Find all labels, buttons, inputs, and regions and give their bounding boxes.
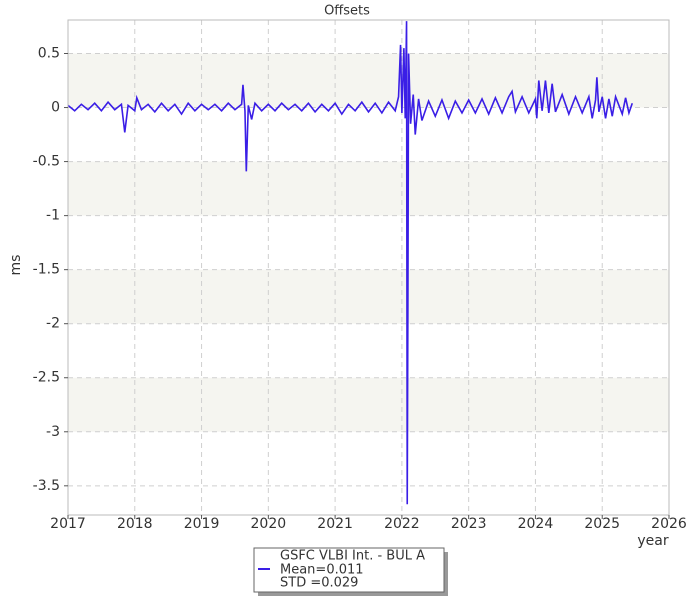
y-tick-label: -2 (46, 316, 60, 332)
band (68, 269, 669, 324)
x-tick-label: 2023 (451, 516, 487, 532)
legend-stat: STD =0.029 (280, 576, 358, 591)
x-tick-label: 2021 (317, 516, 353, 532)
x-tick-label: 2019 (184, 516, 220, 532)
band (68, 377, 669, 432)
y-tick-label: 0 (51, 100, 60, 116)
y-tick-label: -2.5 (33, 370, 60, 386)
plot-frame (67, 19, 670, 516)
legend-label: GSFC VLBI Int. - BUL A (280, 549, 425, 564)
y-tick-label: 0.5 (38, 46, 60, 62)
y-axis-label: ms (8, 255, 24, 276)
x-tick-label: 2025 (584, 516, 620, 532)
band (68, 53, 669, 108)
x-tick-label: 2018 (117, 516, 153, 532)
x-tick-label: 2017 (50, 516, 86, 532)
data-line (68, 21, 634, 505)
y-tick-label: -3.5 (33, 478, 60, 494)
x-tick-label: 2026 (651, 516, 687, 532)
x-axis-label: year (637, 533, 668, 549)
y-tick-label: -1 (46, 208, 60, 224)
legend-box (253, 547, 445, 593)
band (68, 161, 669, 216)
legend: GSFC VLBI Int. - BUL A Mean=0.011 STD =0… (253, 547, 448, 596)
legend-stat: Mean=0.011 (280, 563, 364, 578)
y-tick-label: -3 (46, 424, 60, 440)
x-tick-label: 2024 (518, 516, 554, 532)
x-tick-label: 2022 (384, 516, 420, 532)
chart-title: Offsets (324, 4, 370, 19)
x-tick-label: 2020 (251, 516, 287, 532)
y-tick-label: -0.5 (33, 154, 60, 170)
y-tick-label: -1.5 (33, 262, 60, 278)
